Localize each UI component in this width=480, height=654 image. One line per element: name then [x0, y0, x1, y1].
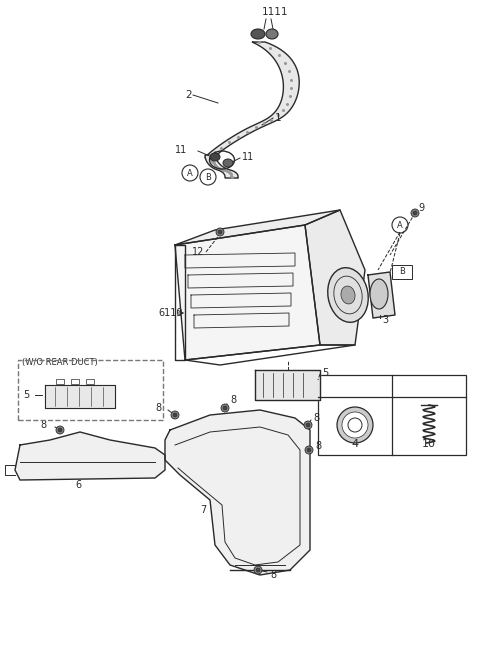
- Ellipse shape: [210, 153, 220, 161]
- Text: 8: 8: [40, 420, 46, 430]
- Bar: [71, 379, 79, 384]
- Ellipse shape: [266, 29, 278, 39]
- Ellipse shape: [251, 29, 265, 39]
- Text: A: A: [187, 169, 193, 177]
- Circle shape: [411, 209, 419, 217]
- Circle shape: [306, 423, 310, 427]
- Text: 7: 7: [200, 505, 206, 515]
- Polygon shape: [175, 210, 340, 245]
- Circle shape: [221, 404, 229, 412]
- Polygon shape: [165, 410, 310, 575]
- Text: 8: 8: [313, 413, 319, 423]
- Circle shape: [304, 421, 312, 429]
- Text: 3: 3: [382, 315, 388, 325]
- Text: 8: 8: [270, 570, 276, 580]
- Text: B: B: [205, 173, 211, 182]
- Circle shape: [223, 406, 227, 410]
- Text: 2: 2: [185, 90, 192, 100]
- Ellipse shape: [370, 279, 388, 309]
- Text: 11: 11: [175, 145, 187, 155]
- Circle shape: [58, 428, 62, 432]
- Bar: [56, 379, 64, 384]
- Polygon shape: [15, 432, 165, 480]
- Text: 4: 4: [351, 439, 359, 449]
- Polygon shape: [255, 370, 320, 400]
- Circle shape: [348, 418, 362, 432]
- Text: 1: 1: [275, 113, 282, 123]
- Circle shape: [307, 448, 311, 452]
- Circle shape: [254, 566, 262, 574]
- Circle shape: [305, 446, 313, 454]
- Polygon shape: [368, 272, 395, 318]
- Text: 5: 5: [23, 390, 29, 400]
- Text: 6110: 6110: [158, 308, 182, 318]
- Circle shape: [413, 211, 417, 215]
- Bar: [318, 375, 466, 455]
- Polygon shape: [45, 385, 115, 408]
- Text: A: A: [397, 220, 403, 230]
- Text: 11: 11: [242, 152, 254, 162]
- Bar: [86, 379, 94, 384]
- Wedge shape: [337, 407, 373, 443]
- Text: 5: 5: [322, 368, 328, 378]
- Ellipse shape: [328, 267, 368, 322]
- Text: 9: 9: [418, 203, 424, 213]
- Text: B: B: [399, 267, 405, 277]
- Polygon shape: [205, 155, 238, 178]
- Polygon shape: [305, 210, 365, 345]
- Text: 8: 8: [315, 441, 321, 451]
- Text: 8: 8: [230, 395, 236, 405]
- Text: 12: 12: [192, 247, 204, 257]
- Text: 6: 6: [75, 480, 81, 490]
- Circle shape: [256, 568, 260, 572]
- Text: 8: 8: [155, 403, 161, 413]
- Text: (W/O REAR DUCT): (W/O REAR DUCT): [22, 358, 98, 366]
- Text: 10: 10: [422, 439, 436, 449]
- Circle shape: [171, 411, 179, 419]
- Text: 1111: 1111: [262, 7, 288, 17]
- Ellipse shape: [223, 159, 233, 167]
- Circle shape: [218, 230, 222, 234]
- Polygon shape: [175, 225, 320, 360]
- Circle shape: [173, 413, 177, 417]
- Ellipse shape: [341, 286, 355, 304]
- Circle shape: [216, 228, 224, 236]
- Polygon shape: [205, 42, 299, 158]
- Circle shape: [56, 426, 64, 434]
